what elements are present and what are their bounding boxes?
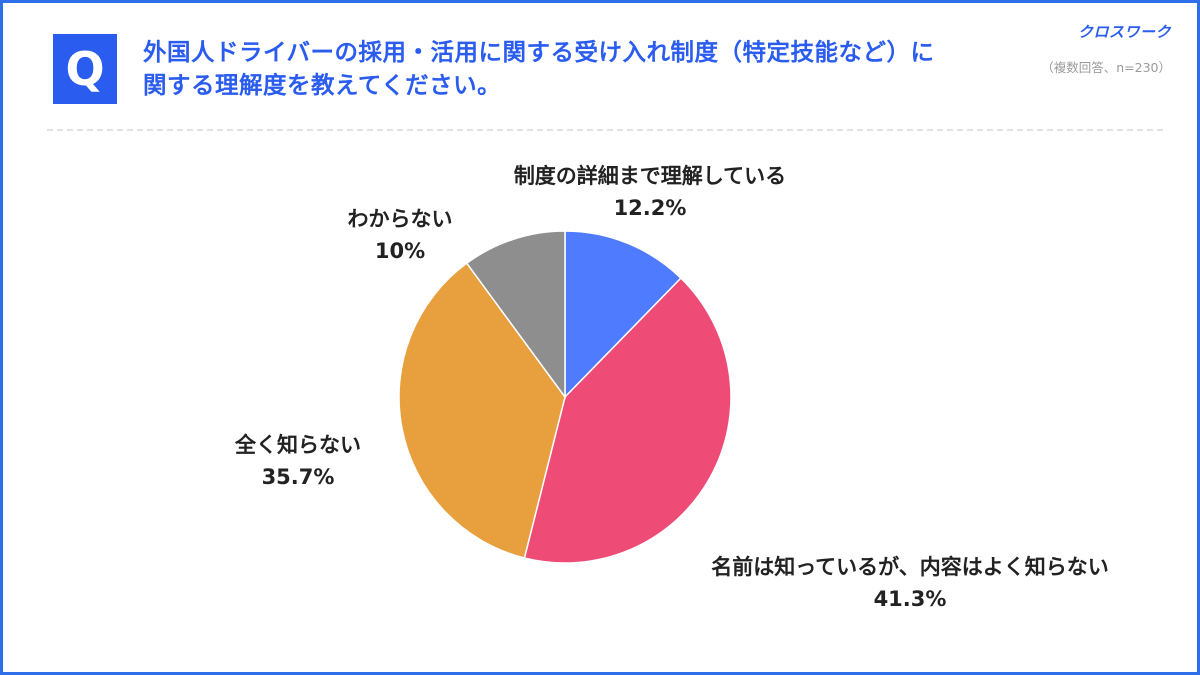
slice-label-4: わからない xyxy=(348,207,453,231)
question-line-1: 外国人ドライバーの採用・活用に関する受け入れ制度（特定技能など）に xyxy=(143,38,935,66)
pie-slice-3 xyxy=(398,262,566,559)
pie-slice-1 xyxy=(564,230,682,399)
question-title: 外国人ドライバーの採用・活用に関する受け入れ制度（特定技能など）に 関する理解度… xyxy=(143,36,1023,102)
question-line-2: 関する理解度を教えてください。 xyxy=(143,71,502,99)
slice-value-label-1: 12.2% xyxy=(614,196,687,220)
sample-note: （複数回答、n=230） xyxy=(1041,60,1171,75)
brand-logo: クロスワーク xyxy=(1077,23,1171,41)
slice-value-label-3: 35.7% xyxy=(262,465,335,489)
slice-value-label-4: 10% xyxy=(375,239,425,263)
slice-label-2: 名前は知っているが、内容はよく知らない xyxy=(711,555,1109,579)
dashed-divider xyxy=(47,129,1163,131)
pie-slice-4 xyxy=(465,230,566,400)
pie-slice-2 xyxy=(523,277,732,564)
slice-label-3: 全く知らない xyxy=(234,433,361,457)
slice-value-label-2: 41.3% xyxy=(874,587,947,611)
question-badge: Q xyxy=(53,34,117,104)
slice-label-1: 制度の詳細まで理解している xyxy=(514,164,786,188)
